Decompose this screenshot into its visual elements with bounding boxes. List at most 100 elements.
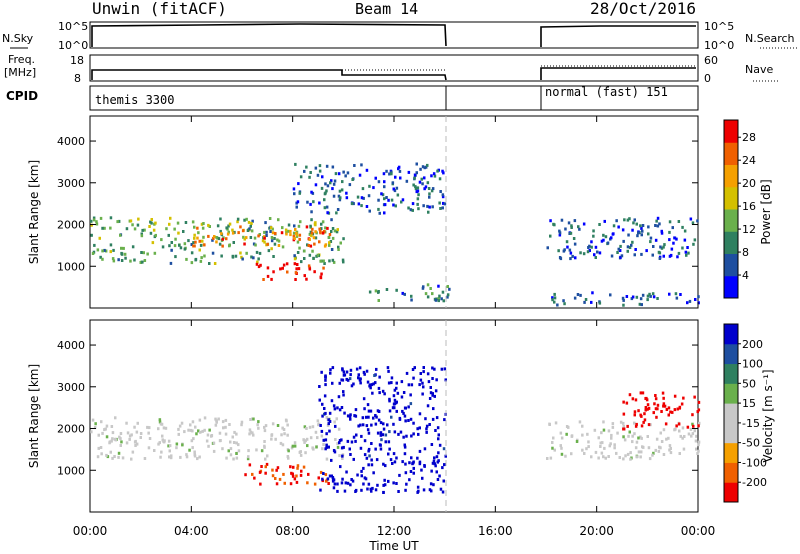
data-cell [293,257,297,261]
data-cell [303,249,306,253]
freq-label-line2: [MHz] [4,66,36,79]
data-cell [567,221,571,225]
data-cell [610,436,613,440]
data-cell [162,439,165,443]
data-cell [413,173,417,177]
data-cell [286,423,289,427]
data-cell [619,255,622,259]
data-cell [241,257,244,261]
data-cell [693,429,696,433]
data-cell [243,218,246,222]
data-cell [583,452,586,455]
data-cell [435,416,439,420]
data-cell [141,260,144,264]
data-cell [390,381,393,385]
data-cell [307,264,311,268]
data-cell [128,437,131,441]
data-cell [119,233,122,237]
data-cell [613,443,616,447]
data-cell [139,432,143,435]
data-cell [403,452,407,456]
data-cell [697,440,701,444]
data-cell [423,464,426,468]
data-cell [355,433,358,437]
data-cell [234,254,238,258]
data-cell [399,430,403,434]
data-cell [198,418,202,422]
data-cell [662,404,665,408]
data-cell [189,423,192,427]
data-cell [411,368,415,371]
data-cell [425,424,429,428]
data-cell [652,451,655,455]
data-cell [367,409,371,413]
data-cell [303,440,306,444]
data-cell [360,434,363,438]
data-cell [319,488,322,492]
data-cell [599,445,602,448]
data-cell [637,409,640,413]
data-cell [622,435,625,439]
data-cell [387,369,390,373]
data-cell [323,206,327,210]
data-cell [411,202,415,206]
data-cell [390,415,393,419]
data-cell [388,447,391,451]
data-cell [350,202,354,206]
data-cell [322,438,325,442]
data-cell [227,230,230,234]
data-cell [553,292,556,296]
data-cell [391,181,395,185]
data-cell [269,230,272,233]
data-cell [590,455,593,459]
data-cell [304,439,307,443]
data-cell [617,225,620,229]
data-cell [104,427,107,431]
data-cell [330,218,333,222]
data-cell [263,440,266,443]
data-cell [428,423,431,426]
data-cell [341,378,345,382]
data-cell [587,440,590,444]
data-cell [219,439,222,442]
data-cell [133,258,136,262]
data-cell [322,266,325,270]
data-cell [332,194,336,198]
data-cell [231,435,234,439]
data-cell [392,452,396,456]
y-tick-label: 1000 [57,260,85,273]
data-cell [318,164,322,168]
data-cell [606,241,610,245]
data-cell [310,234,313,238]
data-cell [314,223,317,227]
data-cell [552,436,555,440]
data-cell [348,377,352,381]
data-cell [669,447,672,450]
data-cell [296,240,300,244]
data-cell [667,436,670,440]
data-cell [385,196,388,199]
data-cell [154,233,157,237]
data-cell [346,439,350,443]
data-cell [328,243,331,247]
data-cell [319,230,322,234]
data-cell [623,218,626,222]
data-cell [564,227,567,231]
data-cell [433,174,437,178]
data-cell [312,447,315,451]
data-cell [349,373,352,377]
data-cell [315,254,318,258]
data-cell [327,422,330,426]
data-cell [597,436,600,440]
data-cell [414,185,417,189]
data-cell [321,220,325,224]
colorbar-tick-label: 100 [742,358,763,371]
data-cell [622,457,625,461]
data-cell [249,236,253,239]
data-cell [409,417,413,421]
data-cell [655,415,658,419]
data-cell [603,219,606,223]
data-cell [421,392,424,396]
data-cell [546,457,549,460]
data-cell [170,248,173,252]
